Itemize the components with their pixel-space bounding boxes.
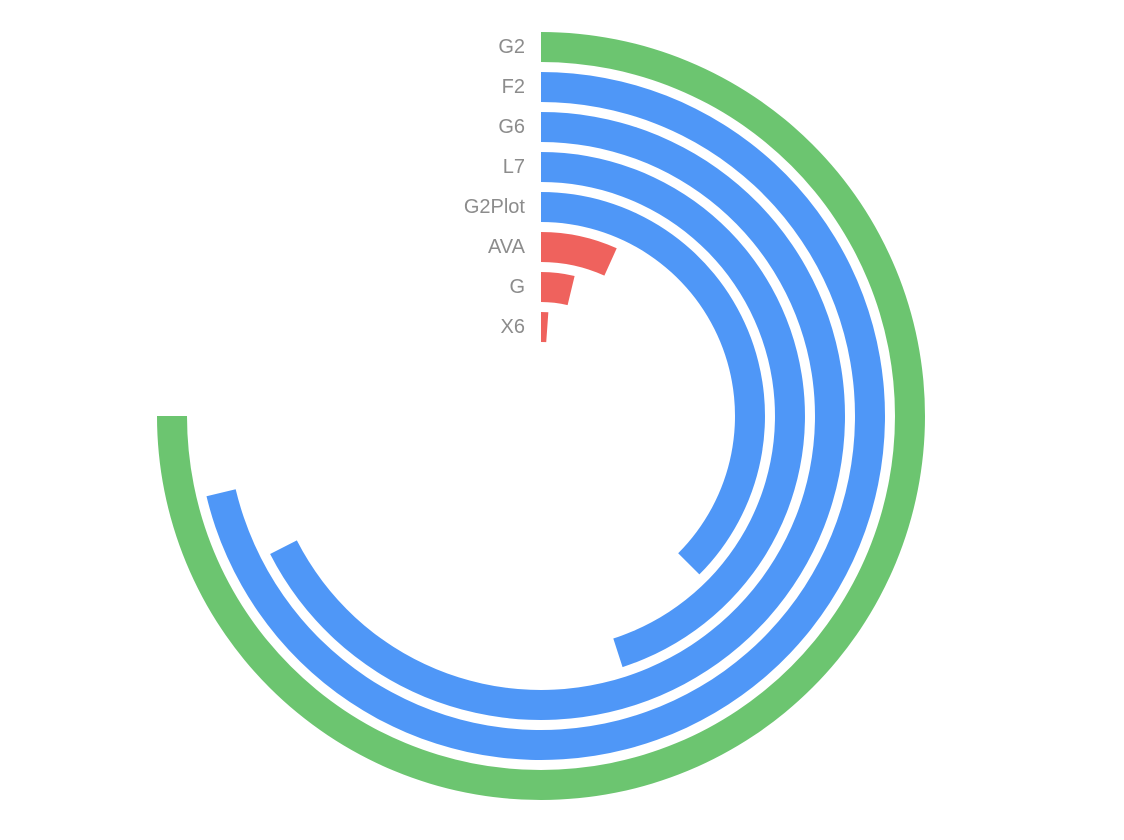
bar-ava <box>541 231 617 276</box>
category-label-g2: G2 <box>498 36 525 58</box>
bars-layer <box>157 32 925 801</box>
category-label-g: G <box>509 276 525 298</box>
category-label-g6: G6 <box>498 116 525 138</box>
bar-g2plot <box>541 192 765 575</box>
category-label-l7: L7 <box>503 156 525 178</box>
category-label-x6: X6 <box>501 316 525 338</box>
category-label-ava: AVA <box>488 236 526 258</box>
category-label-f2: F2 <box>502 76 525 98</box>
bar-g <box>541 272 575 306</box>
bar-g2 <box>157 32 925 801</box>
bar-x6 <box>541 312 549 343</box>
bar-l7 <box>541 152 805 668</box>
category-labels: G2 F2 G6 L7 G2Plot AVA G X6 <box>464 36 526 338</box>
category-label-g2plot: G2Plot <box>464 196 526 218</box>
